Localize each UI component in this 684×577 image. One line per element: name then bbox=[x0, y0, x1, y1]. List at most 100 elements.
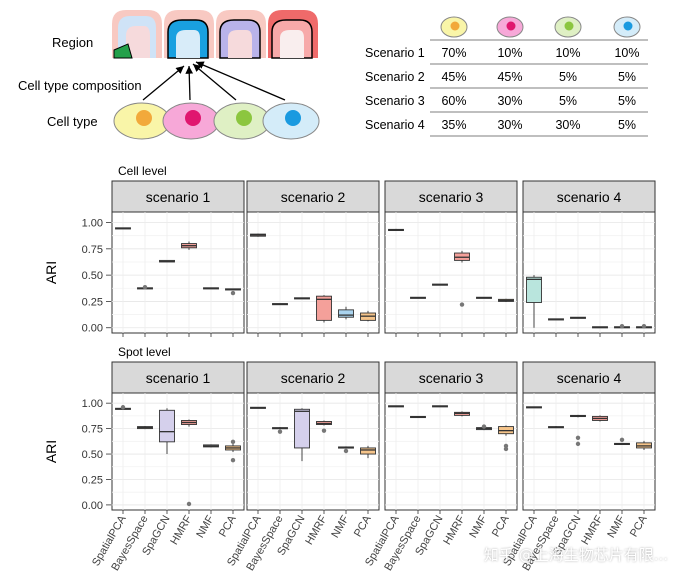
box-SpaGCN bbox=[159, 408, 175, 455]
outlier-point bbox=[619, 323, 625, 329]
panel-1: scenario 1 bbox=[111, 180, 245, 337]
outlier-point bbox=[230, 457, 236, 463]
panel-frame bbox=[111, 211, 245, 334]
panel-title: scenario 1 bbox=[146, 370, 211, 386]
box-SpatialPCA bbox=[526, 275, 542, 328]
cell-r4-c2: 30% bbox=[497, 118, 522, 132]
panel-strip bbox=[384, 361, 518, 394]
box-PCA bbox=[636, 440, 652, 450]
cell-r1-c2: 10% bbox=[497, 46, 522, 60]
box-SpaGCN bbox=[432, 405, 448, 408]
table-row-4: Scenario 4 35% 30% 30% 5% bbox=[365, 118, 636, 132]
x-tick-label: PCA bbox=[490, 513, 512, 539]
table-row-2: Scenario 2 45% 45% 5% 5% bbox=[365, 70, 636, 84]
y-tick-label: 0.25 bbox=[82, 296, 103, 308]
row-label-2: Scenario 2 bbox=[365, 70, 425, 84]
outlier-point bbox=[321, 428, 327, 433]
composition-label: Cell type composition bbox=[18, 78, 142, 93]
box-HMRF bbox=[181, 241, 197, 250]
panel-frame bbox=[522, 211, 656, 334]
box-PCA bbox=[636, 323, 652, 329]
box-HMRF bbox=[592, 415, 608, 422]
panel-frame bbox=[384, 211, 518, 334]
x-tick-label: NMF bbox=[194, 513, 216, 540]
box-NMF bbox=[476, 424, 492, 431]
x-tick-label: NMF bbox=[467, 513, 489, 540]
table-rules bbox=[430, 39, 648, 137]
box-body bbox=[294, 408, 310, 449]
panel-frame bbox=[111, 392, 245, 511]
box-PCA bbox=[225, 288, 241, 296]
panel-title: scenario 3 bbox=[419, 370, 484, 386]
box-SpaGCN bbox=[159, 259, 175, 263]
box-PCA bbox=[225, 439, 241, 463]
panel-strip bbox=[246, 361, 380, 394]
y-tick-label: 0.75 bbox=[82, 244, 103, 256]
box-SpaGCN bbox=[570, 316, 586, 319]
header-cell-nucleus-2 bbox=[506, 21, 516, 31]
x-tick-label: HMRF bbox=[168, 513, 194, 547]
cell-r1-c1: 70% bbox=[441, 46, 466, 60]
outlier-point bbox=[481, 424, 487, 429]
composition-arrows bbox=[142, 61, 286, 101]
y-tick-label: 0.50 bbox=[82, 449, 103, 461]
outlier-point bbox=[142, 285, 148, 290]
cell-type-3 bbox=[213, 102, 271, 140]
x-tick-label: HMRF bbox=[579, 513, 605, 547]
cell-type-1 bbox=[113, 102, 171, 140]
box-SpaGCN bbox=[294, 297, 310, 300]
panel-1: scenario 1SpatialPCABayesSpaceSpaGCNHMRF… bbox=[90, 361, 245, 573]
cell-level-chart: Cell level ARI 0.00 0.25 0.50 0.75 1.00 scenari… bbox=[43, 164, 656, 337]
box-PCA bbox=[360, 310, 376, 322]
cell-r2-c1: 45% bbox=[441, 70, 466, 84]
box-SpatialPCA bbox=[250, 233, 266, 237]
cell-r1-c4: 10% bbox=[614, 46, 639, 60]
chart-title: Cell level bbox=[118, 164, 167, 178]
box-SpaGCN bbox=[294, 408, 310, 462]
outlier-point bbox=[230, 290, 236, 296]
box-BayesSpace bbox=[272, 427, 288, 434]
row-label-3: Scenario 3 bbox=[365, 94, 425, 108]
y-tick-label: 0.25 bbox=[82, 474, 103, 486]
y-axis-label: ARI bbox=[43, 261, 59, 284]
cell-type-4 bbox=[262, 102, 320, 140]
box-BayesSpace bbox=[548, 318, 564, 321]
x-tick-label: HMRF bbox=[303, 513, 329, 547]
box-SpatialPCA bbox=[115, 227, 131, 230]
row-label-4: Scenario 4 bbox=[365, 118, 425, 132]
box-SpatialPCA bbox=[115, 405, 131, 410]
panel-title: scenario 4 bbox=[557, 189, 622, 205]
box-SpatialPCA bbox=[526, 406, 542, 409]
table-row-3: Scenario 3 60% 30% 5% 5% bbox=[365, 94, 636, 108]
cell-nucleus-1 bbox=[136, 110, 152, 126]
box-PCA bbox=[498, 425, 514, 452]
region-label: Region bbox=[52, 35, 93, 50]
panel-strip bbox=[522, 180, 656, 213]
cell-type-2 bbox=[162, 102, 220, 140]
cell-r2-c4: 5% bbox=[618, 70, 636, 84]
y-tick-label: 0.00 bbox=[82, 500, 103, 512]
panel-title: scenario 4 bbox=[557, 370, 622, 386]
panel-2: scenario 2SpatialPCABayesSpaceSpaGCNHMRF… bbox=[225, 361, 380, 573]
cell-type-label: Cell type bbox=[47, 114, 98, 129]
box-NMF bbox=[476, 296, 492, 299]
region-tile-1 bbox=[112, 10, 162, 59]
box-BayesSpace bbox=[272, 303, 288, 306]
schematic: Region Cell type composition Cell type bbox=[18, 10, 320, 140]
box-body bbox=[316, 295, 332, 321]
box-SpaGCN bbox=[432, 283, 448, 286]
box-body bbox=[360, 447, 376, 455]
panel-3: scenario 3 bbox=[384, 180, 518, 337]
cell-r3-c2: 30% bbox=[497, 94, 522, 108]
region-tile-2 bbox=[164, 10, 214, 59]
watermark: 知乎 @上海生物芯片有限... bbox=[483, 546, 668, 564]
panel-4: scenario 4SpatialPCABayesSpaceSpaGCNHMRF… bbox=[501, 361, 656, 573]
box-body bbox=[526, 276, 542, 303]
panel-frame bbox=[246, 392, 380, 511]
box-SpatialPCA bbox=[250, 406, 266, 409]
region-tile-3 bbox=[216, 10, 266, 59]
box-NMF bbox=[614, 437, 630, 446]
box-BayesSpace bbox=[137, 426, 153, 430]
x-tick-label: PCA bbox=[217, 513, 239, 539]
box-NMF bbox=[614, 323, 630, 329]
